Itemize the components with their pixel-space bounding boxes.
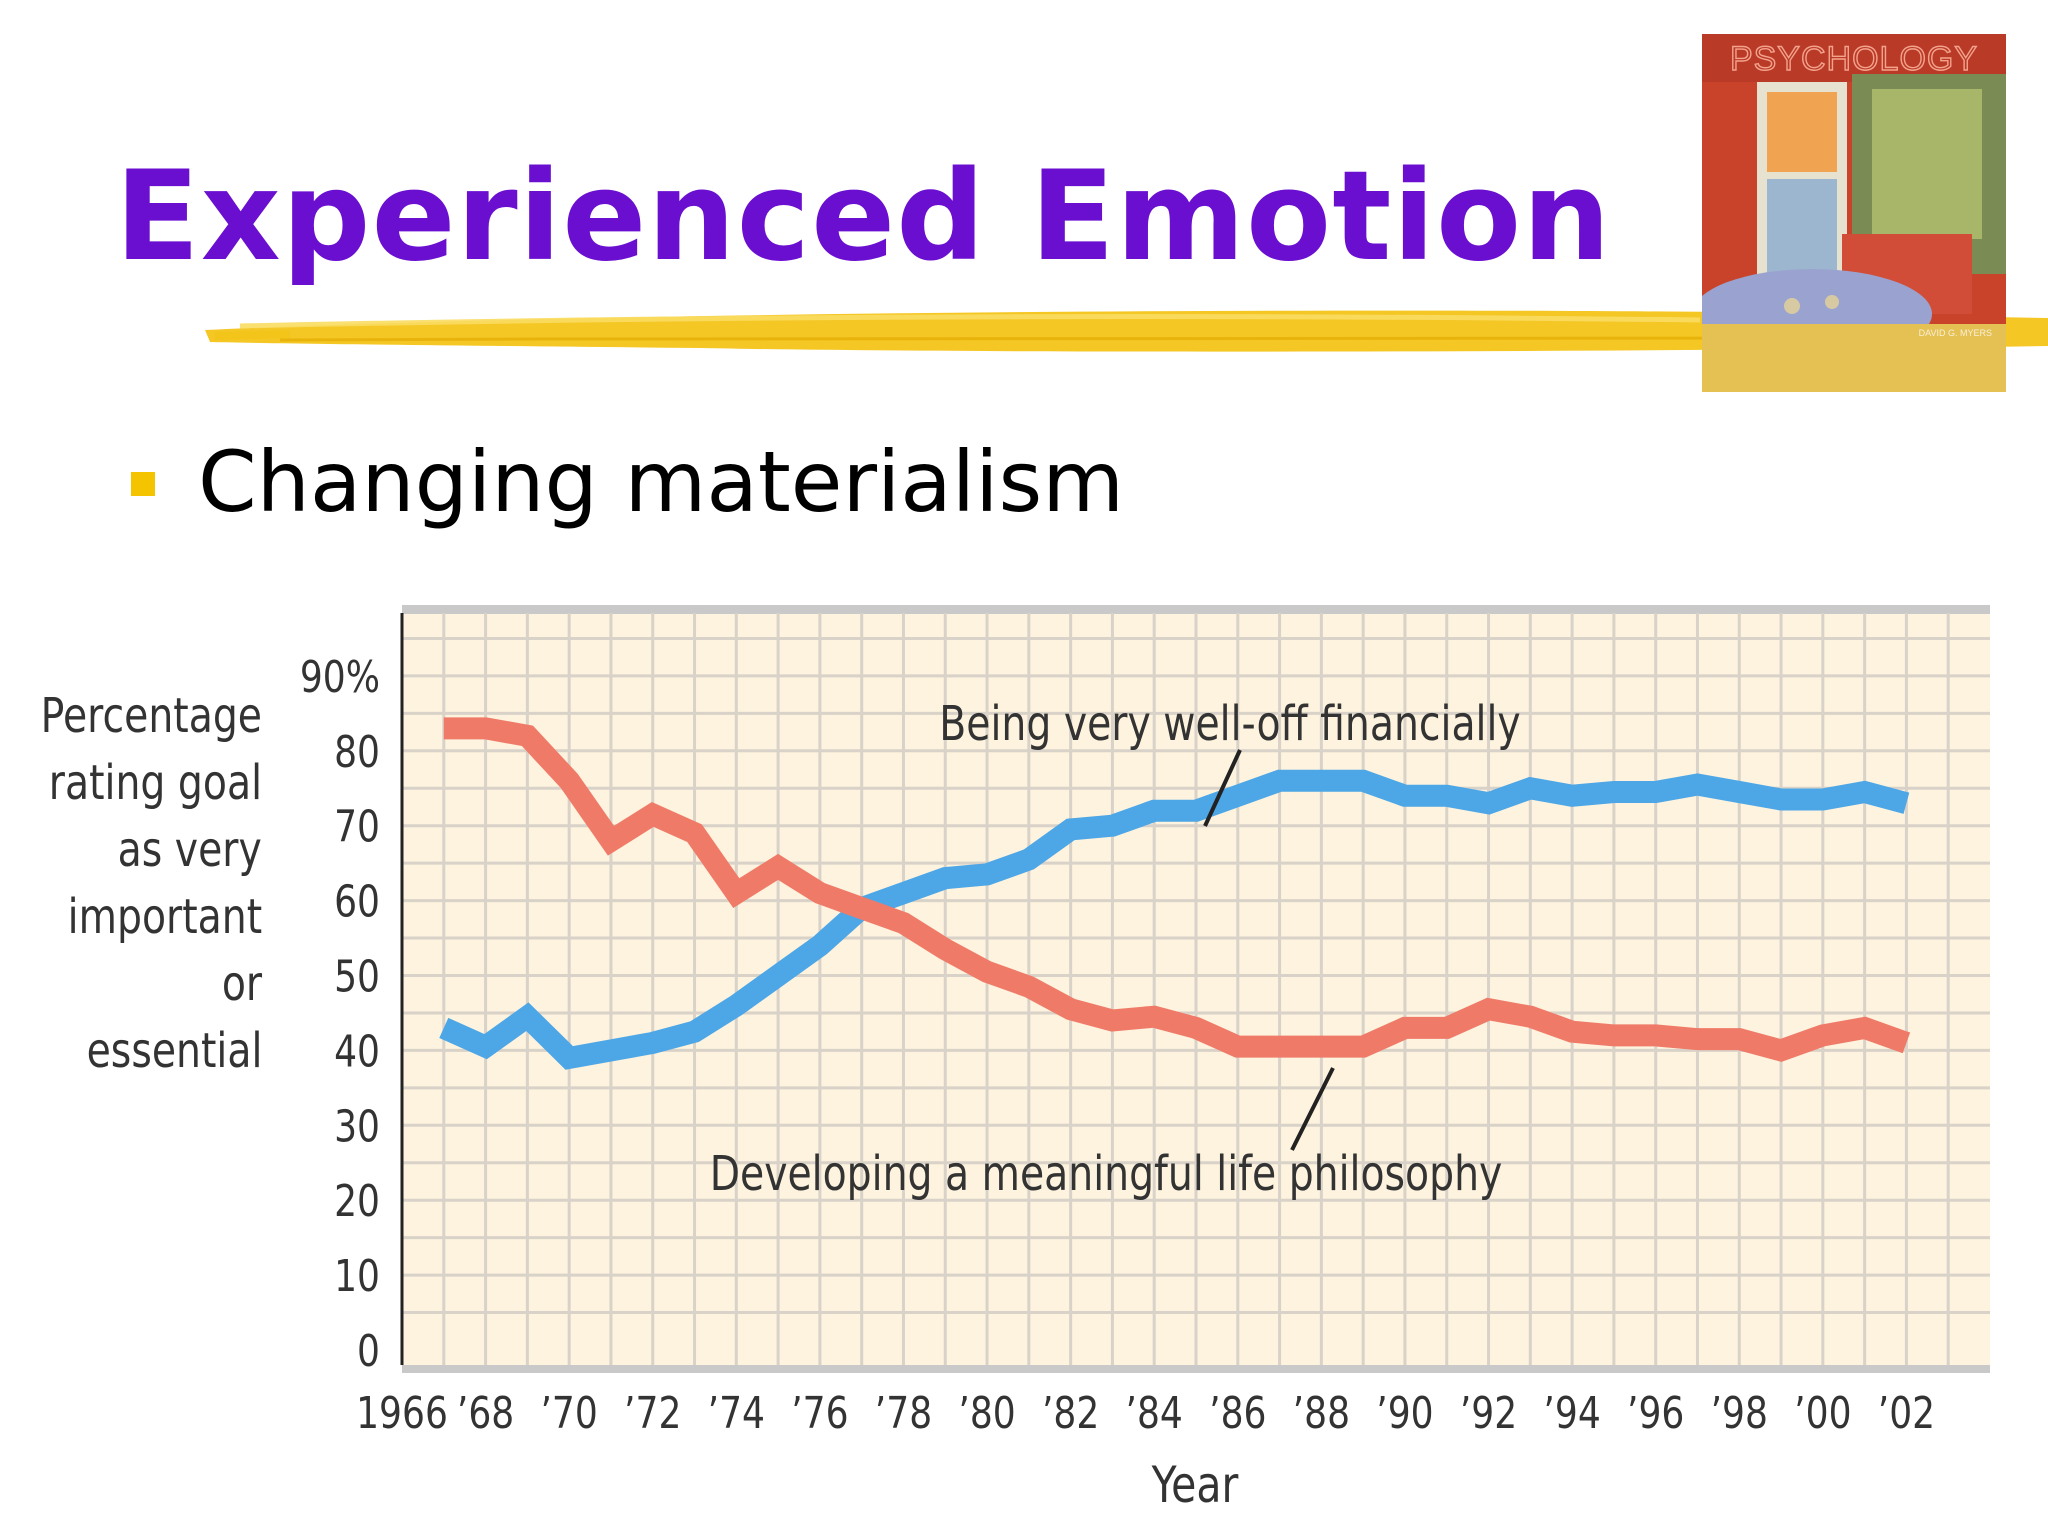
y-tick-label: 40 [334, 1027, 380, 1077]
x-tick-label: ’00 [1794, 1389, 1851, 1439]
x-tick-label: ’72 [624, 1389, 681, 1439]
x-tick-label: ’88 [1293, 1389, 1350, 1439]
x-axis-label: Year [1151, 1456, 1239, 1514]
book-cover-author: DAVID G. MYERS [1919, 328, 1992, 338]
x-tick-label: ’68 [457, 1389, 514, 1439]
x-tick-label: ’82 [1042, 1389, 1099, 1439]
highlighter-stroke [205, 310, 2048, 352]
x-tick-label: ’74 [708, 1389, 765, 1439]
x-tick-label: ’70 [540, 1389, 597, 1439]
y-axis-label-line: important [67, 889, 262, 945]
annotation-label: Being very well-off financially [939, 696, 1520, 752]
x-tick-label: ’76 [791, 1389, 848, 1439]
x-tick-label: 1966 [356, 1389, 448, 1439]
y-axis-label-line: essential [86, 1023, 262, 1079]
annotation-pointer [1290, 1067, 1335, 1151]
x-tick-label: ’90 [1376, 1389, 1433, 1439]
x-tick-label: ’98 [1711, 1389, 1768, 1439]
book-cover-image: PSYCHOLOGY DAVID G. MYERS [1702, 34, 2006, 392]
annotation-label: Developing a meaningful life philosophy [710, 1146, 1503, 1202]
y-axis-label-line: rating goal [48, 755, 262, 811]
annotation-pointer [1203, 749, 1242, 827]
book-cover-title: PSYCHOLOGY [1730, 40, 1978, 78]
x-tick-label: ’96 [1627, 1389, 1684, 1439]
bullet-marker [131, 472, 155, 496]
series-line-financial [439, 769, 1910, 1070]
plot-bottom-border [402, 1365, 1990, 1373]
y-tick-label: 80 [334, 727, 380, 777]
y-axis-label-line: as very [117, 822, 262, 878]
bullet-text: Changing materialism [198, 433, 1125, 531]
y-tick-label: 60 [334, 877, 380, 927]
y-axis-label-line: or [221, 956, 262, 1012]
y-tick-label: 90% [300, 653, 380, 703]
y-axis-label-line: Percentage [40, 688, 262, 744]
y-tick-label: 20 [334, 1177, 380, 1227]
x-tick-label: ’80 [958, 1389, 1015, 1439]
x-tick-label: ’86 [1209, 1389, 1266, 1439]
y-tick-label: 70 [334, 802, 380, 852]
x-tick-label: ’02 [1878, 1389, 1935, 1439]
y-tick-label: 0 [357, 1327, 380, 1377]
y-tick-label: 30 [334, 1102, 380, 1152]
y-tick-label: 10 [334, 1252, 380, 1302]
x-tick-label: ’84 [1126, 1389, 1183, 1439]
slide-title: Experienced Emotion [115, 145, 1612, 289]
y-tick-label: 50 [334, 952, 380, 1002]
x-tick-label: ’92 [1460, 1389, 1517, 1439]
series-line-philosophy [443, 717, 1911, 1062]
x-tick-label: ’94 [1543, 1389, 1600, 1439]
x-tick-label: ’78 [875, 1389, 932, 1439]
plot-top-border [402, 605, 1990, 614]
